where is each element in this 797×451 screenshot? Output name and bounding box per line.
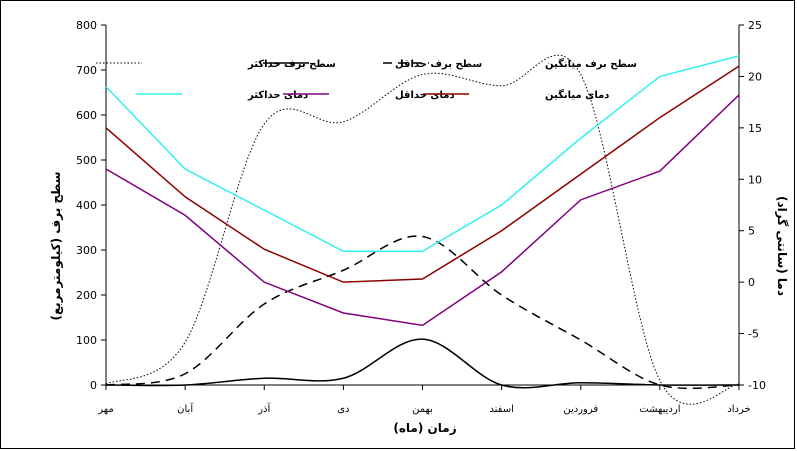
- legend-label: سطح برف میانگین: [545, 57, 637, 70]
- series-line-4: [105, 94, 740, 327]
- series-layer: [105, 54, 740, 405]
- y-tick-label-right: 10: [748, 173, 762, 186]
- y-axis-label-left: سطح برف (کیلومترمربع): [49, 171, 64, 320]
- y-axis-label-right: دما (سانتی گراد): [775, 196, 789, 296]
- x-tick-label: آذر: [257, 402, 271, 415]
- x-tick-label: اردیبهشت: [639, 404, 680, 415]
- y-tick-label-right: -5: [748, 328, 759, 341]
- y-tick-label-right: 20: [748, 70, 762, 83]
- y-tick-label-right: 15: [748, 122, 762, 135]
- y-tick-label-left: 300: [76, 244, 97, 257]
- series-line-5: [105, 65, 740, 283]
- series-line-3: [105, 55, 740, 253]
- x-tick-label: مهر: [97, 404, 113, 415]
- x-tick-label: خرداد: [727, 404, 750, 415]
- legend-label: دمای حداقل: [395, 90, 455, 101]
- y-tick-label-left: 800: [76, 19, 97, 32]
- y-tick-label-left: 600: [76, 109, 97, 122]
- y-tick-label-right: 25: [748, 19, 762, 32]
- x-tick-label: فروردین: [563, 404, 598, 415]
- series-line-2: [105, 235, 740, 390]
- y-tick-label-right: 0: [748, 276, 755, 289]
- legend-label: دمای میانگین: [545, 88, 609, 101]
- y-tick-label-right: -10: [748, 379, 766, 392]
- legend-label: سطح برف حداقل: [395, 59, 482, 70]
- x-axis-label: زمان (ماه): [393, 421, 456, 435]
- x-tick-label: دی: [337, 404, 349, 415]
- series-line-0: [105, 54, 740, 405]
- y-tick-label-right: 5: [748, 225, 755, 238]
- x-tick-label: بهمن: [412, 404, 433, 415]
- y-tick-label-left: 500: [76, 154, 97, 167]
- y-tick-label-left: 200: [76, 289, 97, 302]
- series-line-1: [105, 338, 740, 389]
- y-tick-label-left: 0: [90, 379, 97, 392]
- x-tick-label: اسفند: [489, 404, 513, 415]
- axes: 0 100 200 300 400 500 600 700 800 -10 -5 0 5 10 15 20 25…: [76, 19, 766, 415]
- y-tick-label-left: 700: [76, 64, 97, 77]
- x-tick-label: آبان: [177, 402, 194, 415]
- y-tick-label-left: 100: [76, 334, 97, 347]
- legend-label: دمای حداکثر: [247, 90, 308, 101]
- legend: سطح برف حداکثر سطح برف حداقل سطح برف میانگ…: [96, 57, 637, 101]
- y-tick-label-left: 400: [76, 199, 97, 212]
- legend-label: سطح برف حداکثر: [247, 59, 336, 70]
